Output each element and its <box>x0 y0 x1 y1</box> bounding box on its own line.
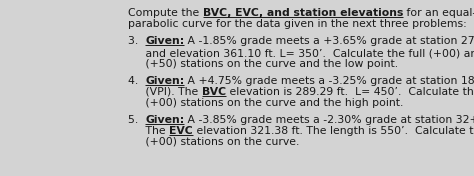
Text: (+00) stations on the curve.: (+00) stations on the curve. <box>128 137 300 147</box>
Text: and elevation 361.10 ft. L= 350’.  Calculate the full (+00) and half: and elevation 361.10 ft. L= 350’. Calcul… <box>128 48 474 58</box>
Text: 3.: 3. <box>128 36 145 46</box>
Text: (+00) stations on the curve and the high point.: (+00) stations on the curve and the high… <box>128 98 403 108</box>
Text: Given:: Given: <box>145 36 184 46</box>
Text: elevation 321.38 ft. The length is 550’.  Calculate the full: elevation 321.38 ft. The length is 550’.… <box>193 126 474 136</box>
Text: Given:: Given: <box>145 76 184 86</box>
Text: 4.: 4. <box>128 76 145 86</box>
Text: Given:: Given: <box>145 115 184 125</box>
Text: BVC, EVC, and station elevations: BVC, EVC, and station elevations <box>203 8 403 18</box>
Text: parabolic curve for the data given in the next three problems:: parabolic curve for the data given in th… <box>128 19 467 29</box>
Text: (+50) stations on the curve and the low point.: (+50) stations on the curve and the low … <box>128 59 398 69</box>
Text: elevation is 289.29 ft.  L= 450’.  Calculate the full: elevation is 289.29 ft. L= 450’. Calcula… <box>226 87 474 97</box>
Text: BVC: BVC <box>202 87 226 97</box>
Text: The: The <box>128 126 169 136</box>
Text: A -1.85% grade meets a +3.65% grade at station 27+25 (VPI): A -1.85% grade meets a +3.65% grade at s… <box>184 36 474 46</box>
Text: (VPI). The: (VPI). The <box>128 87 202 97</box>
Text: A +4.75% grade meets a -3.25% grade at station 18+50: A +4.75% grade meets a -3.25% grade at s… <box>184 76 474 86</box>
Text: for an equal-tangent: for an equal-tangent <box>403 8 474 18</box>
Text: 5.: 5. <box>128 115 145 125</box>
Text: A -3.85% grade meets a -2.30% grade at station 32+25 (VPI).: A -3.85% grade meets a -2.30% grade at s… <box>184 115 474 125</box>
Text: EVC: EVC <box>169 126 193 136</box>
Text: Compute the: Compute the <box>128 8 203 18</box>
